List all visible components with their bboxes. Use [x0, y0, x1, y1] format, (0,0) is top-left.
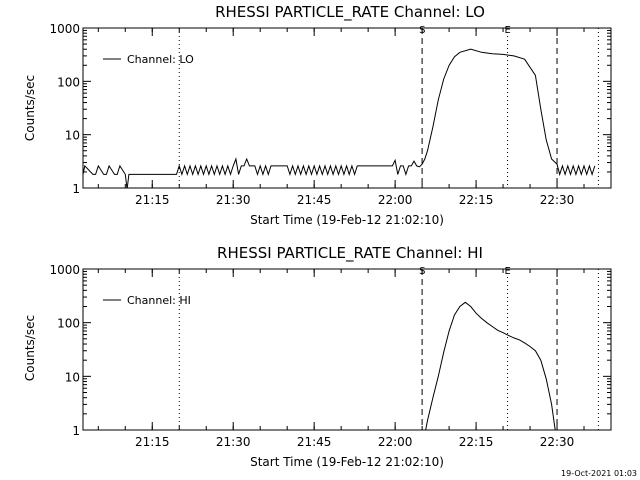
x-tick-label: 22:30	[540, 193, 575, 207]
panel-hi: RHESSI PARTICLE_RATE Channel: HI Counts/…	[23, 244, 612, 469]
x-tick-label: 21:15	[135, 435, 170, 449]
y-tick-label: 1	[72, 182, 80, 196]
time-marker-label: E	[505, 25, 511, 36]
x-tick-label: 22:15	[459, 435, 494, 449]
y-axis-label: Counts/sec	[23, 315, 37, 381]
chart-title: RHESSI PARTICLE_RATE Channel: HI	[217, 244, 483, 263]
x-tick-label: 21:45	[297, 435, 332, 449]
y-tick-label: 10	[65, 370, 80, 384]
x-axis-label: Start Time (19-Feb-12 21:02:10)	[250, 455, 444, 469]
x-tick-label: 21:30	[216, 193, 251, 207]
chart-title: RHESSI PARTICLE_RATE Channel: LO	[215, 3, 485, 22]
x-axis-label: Start Time (19-Feb-12 21:02:10)	[250, 213, 444, 227]
footer-timestamp: 19-Oct-2021 01:03	[561, 469, 637, 478]
y-tick-label: 1	[72, 424, 80, 438]
series-line	[425, 301, 556, 430]
time-marker-label: E	[505, 266, 511, 277]
plot-frame	[82, 27, 612, 189]
legend-label: Channel: HI	[127, 294, 191, 307]
plot-frame	[82, 268, 612, 431]
time-marker-label: S	[419, 25, 425, 36]
time-marker-label: S	[419, 266, 425, 277]
x-tick-label: 22:00	[378, 193, 413, 207]
x-tick-label: 22:15	[459, 193, 494, 207]
y-tick-label: 1000	[49, 22, 80, 36]
y-tick-label: 1000	[49, 263, 80, 277]
x-tick-label: 21:45	[297, 193, 332, 207]
panel-lo: RHESSI PARTICLE_RATE Channel: LO Counts/…	[23, 3, 612, 227]
x-tick-label: 21:30	[216, 435, 251, 449]
x-tick-label: 21:15	[135, 193, 170, 207]
series-line	[83, 48, 596, 188]
y-tick-label: 100	[57, 75, 80, 89]
y-axis-label: Counts/sec	[23, 75, 37, 141]
legend-label: Channel: LO	[127, 53, 194, 66]
x-tick-label: 22:00	[378, 435, 413, 449]
y-tick-label: 100	[57, 317, 80, 331]
x-tick-label: 22:30	[540, 435, 575, 449]
y-tick-label: 10	[65, 129, 80, 143]
